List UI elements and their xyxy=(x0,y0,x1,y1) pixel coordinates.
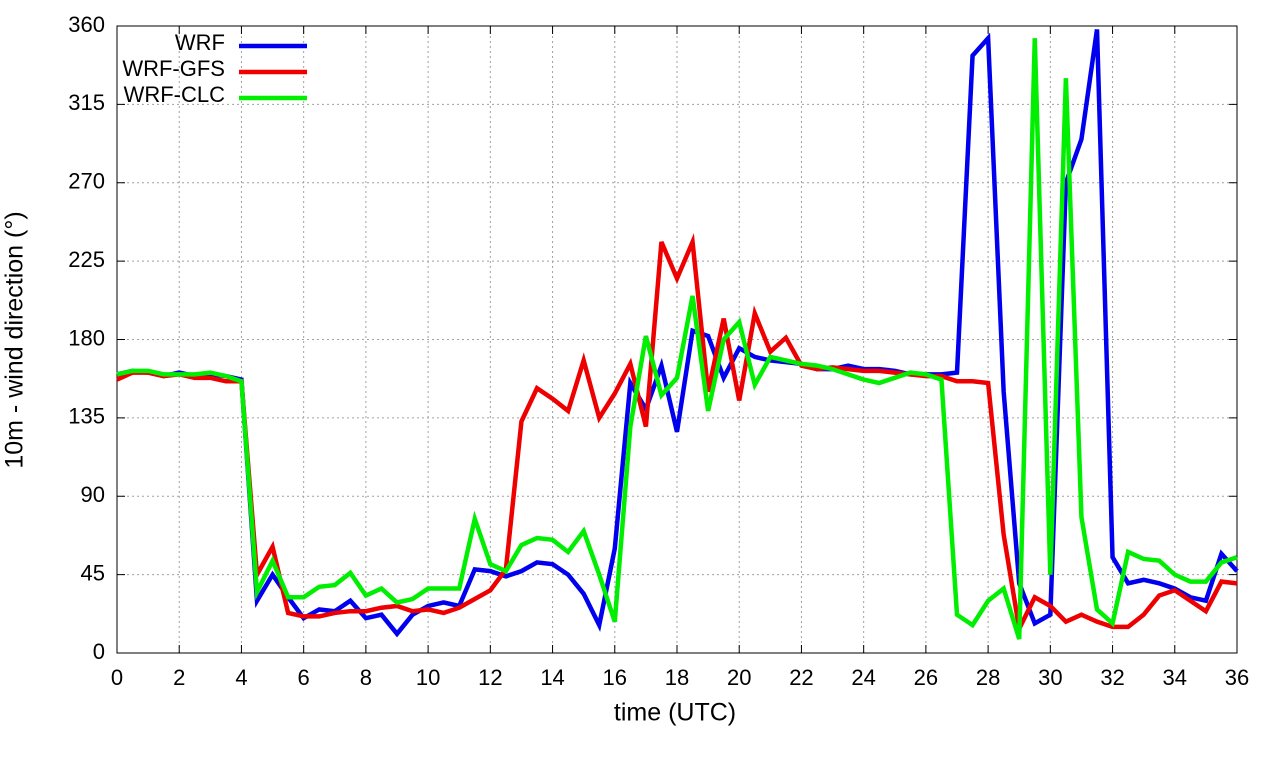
x-axis-label: time (UTC) xyxy=(614,699,736,727)
y-tick-label: 45 xyxy=(81,560,105,585)
x-tick-label: 10 xyxy=(416,665,440,690)
series-line xyxy=(116,233,1238,636)
y-tick-label: 135 xyxy=(68,404,105,429)
x-tick-label: 4 xyxy=(235,665,247,690)
x-tick-label: 12 xyxy=(478,665,502,690)
x-tick-label: 20 xyxy=(727,665,751,690)
y-tick-label: 360 xyxy=(68,12,105,37)
x-tick-label: 26 xyxy=(914,665,938,690)
x-tick-label: 32 xyxy=(1100,665,1124,690)
x-tick-label: 30 xyxy=(1038,665,1062,690)
y-tick-label: 270 xyxy=(68,169,105,194)
legend-label: WRF-CLC xyxy=(124,82,226,107)
legend-label: WRF-GFS xyxy=(122,56,225,81)
y-tick-label: 0 xyxy=(93,639,105,664)
x-tick-label: 2 xyxy=(173,665,185,690)
x-tick-label: 18 xyxy=(665,665,689,690)
y-axis-label: 10m - wind direction (°) xyxy=(1,211,29,468)
y-tick-label: 315 xyxy=(68,90,105,115)
y-tick-label: 180 xyxy=(68,325,105,350)
x-tick-label: 6 xyxy=(298,665,310,690)
x-tick-label: 24 xyxy=(851,665,875,690)
x-tick-label: 0 xyxy=(111,665,123,690)
legend-label: WRF xyxy=(175,30,225,55)
x-tick-label: 22 xyxy=(789,665,813,690)
y-tick-label: 90 xyxy=(81,482,105,507)
x-tick-label: 14 xyxy=(540,665,564,690)
series-line xyxy=(116,38,1238,640)
x-tick-label: 8 xyxy=(360,665,372,690)
y-tick-label: 225 xyxy=(68,247,105,272)
x-tick-label: 36 xyxy=(1225,665,1249,690)
x-tick-label: 16 xyxy=(603,665,627,690)
x-tick-label: 28 xyxy=(976,665,1000,690)
x-tick-label: 34 xyxy=(1163,665,1187,690)
plot-frame xyxy=(116,25,1238,654)
